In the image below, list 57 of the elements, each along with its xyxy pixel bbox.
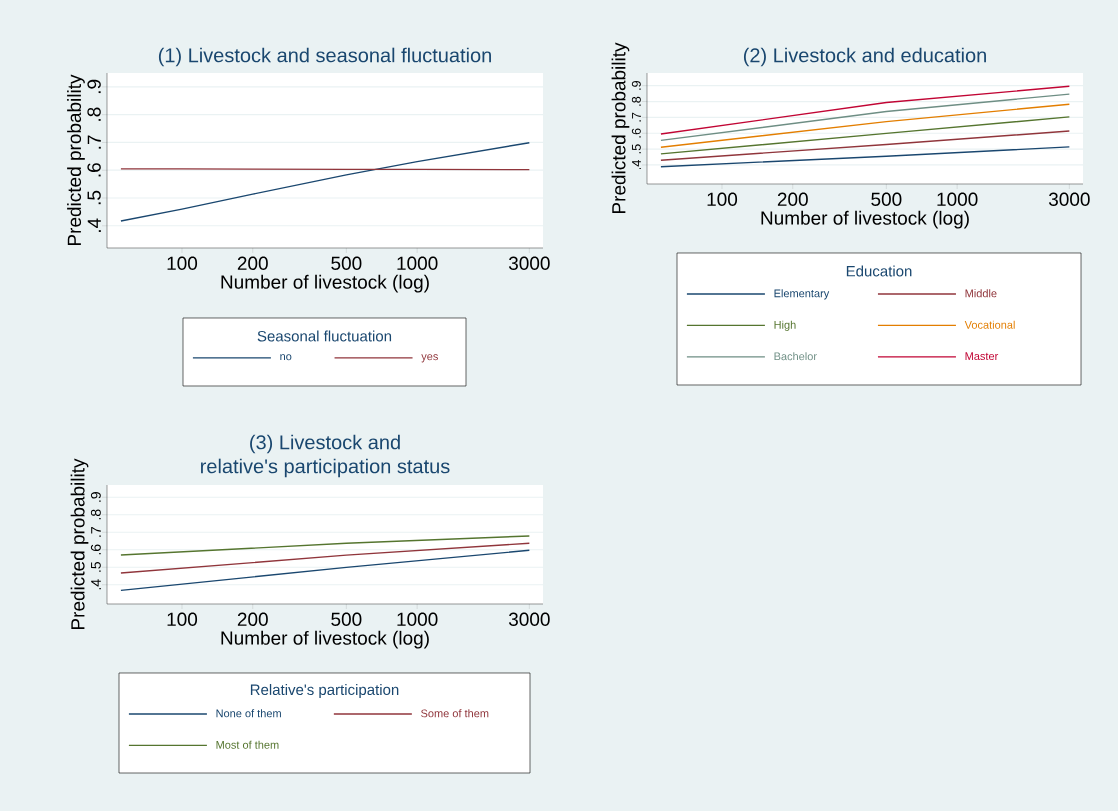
y-tick-label: .5 [87,190,101,205]
x-tick-label: 200 [777,192,808,206]
y-tick-label: .7 [632,112,641,122]
legend-title: Relative's participation [250,684,399,698]
x-tick-label: 3000 [508,256,550,270]
chart-title: (3) Livestock and [250,434,400,454]
x-axis-title: Number of livestock (log) [221,274,429,293]
y-tick-label: .4 [91,579,101,590]
x-tick-label: 100 [707,192,738,206]
y-tick-label: .8 [87,107,101,121]
x-tick-label: 100 [167,612,198,626]
x-tick-label: 500 [871,192,902,206]
y-tick-label: .9 [90,492,101,502]
x-tick-label: 500 [331,612,362,626]
text: Middle [965,289,997,298]
text: Some of them [421,709,489,718]
text: Bachelor [774,352,817,361]
y-axis-title: Predicted probability [67,74,85,246]
text: Most of them [216,740,279,749]
y-tick-label: .9 [631,80,641,90]
legend-title: Seasonal fluctuation [257,330,392,342]
text: High [774,320,796,331]
x-axis-title: Number of livestock (log) [221,630,429,649]
x-tick-label: 1000 [397,256,438,270]
text: yes [421,354,438,363]
y-tick-label: .5 [631,144,641,154]
text: Vocational [964,320,1015,329]
text: None of them [216,709,281,718]
text: Master [965,352,999,361]
y-tick-label: .6 [87,163,101,177]
y-axis-title: Predicted probability [611,42,630,214]
x-tick-label: 200 [237,612,268,626]
legend-title: Education [846,265,912,277]
x-tick-label: 1000 [397,612,438,626]
chart-title: (1) Livestock and seasonal fluctuation [158,47,491,67]
y-tick-label: .7 [91,527,101,537]
y-tick-label: .4 [87,218,101,232]
y-tick-label: .8 [631,96,641,106]
y-axis-title: Predicted probability [70,458,89,630]
y-tick-label: .7 [87,135,101,149]
chart-title: (2) Livestock and education [743,47,986,67]
x-tick-label: 200 [237,256,268,270]
x-tick-label: 3000 [508,612,550,626]
y-tick-label: .6 [631,128,641,138]
y-tick-label: .8 [90,509,101,520]
chart-subtitle: relative's participation status [201,458,450,478]
text: Elementary [774,289,830,300]
y-tick-label: .5 [91,562,101,572]
y-tick-label: .6 [90,544,101,555]
x-tick-label: 3000 [1048,192,1090,206]
x-tick-label: 100 [167,256,198,270]
text: no [280,354,292,361]
x-axis-title: Number of livestock (log) [761,210,969,229]
x-tick-label: 1000 [937,192,978,206]
x-tick-label: 500 [331,256,362,270]
y-tick-label: .4 [632,160,641,170]
y-tick-label: .9 [87,79,101,94]
